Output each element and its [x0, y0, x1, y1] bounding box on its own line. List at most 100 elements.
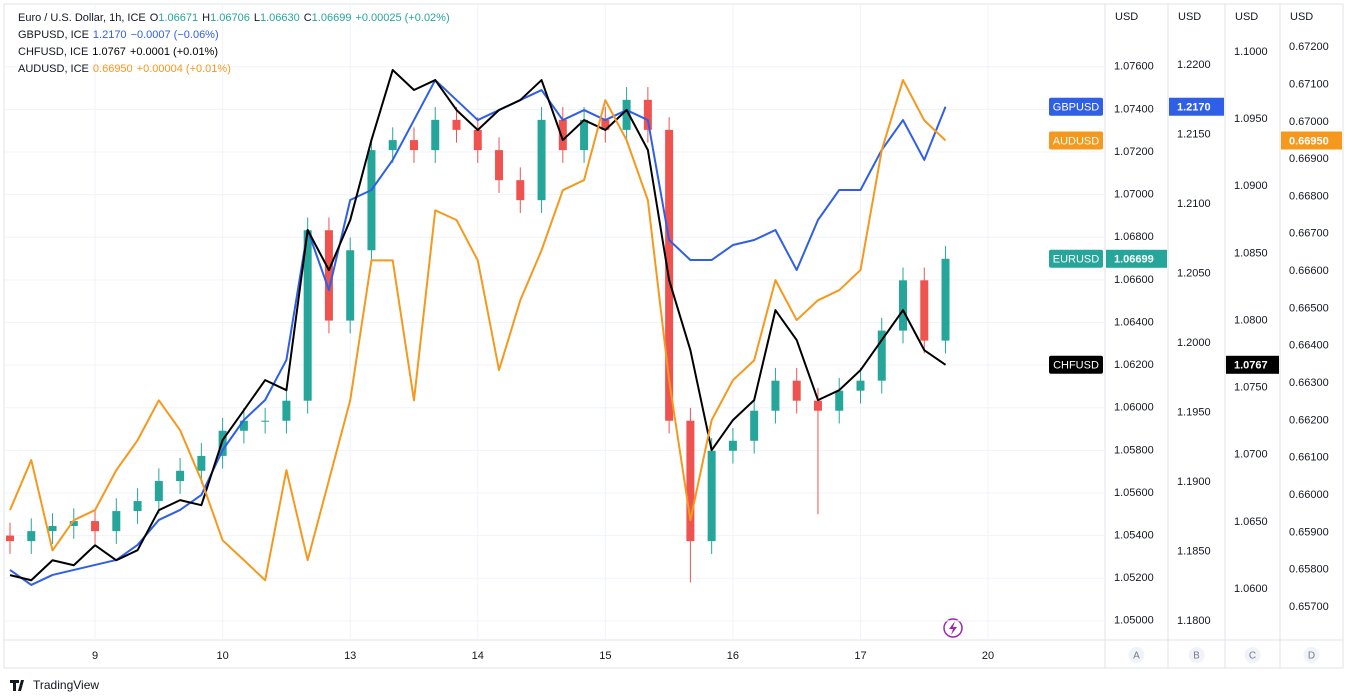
candle-body [197, 455, 206, 471]
price-tag-box [1281, 131, 1342, 150]
candle-body [728, 440, 737, 451]
legend-row: GBPUSD, ICE 1.2170 −0.0007 (−0.06%) [18, 27, 454, 44]
x-tick-label: 13 [344, 650, 356, 662]
candle-body [750, 410, 759, 441]
series-line [9, 79, 947, 586]
candle-body [112, 511, 121, 532]
series-line [9, 68, 947, 582]
price-tag: 0.66950 [1289, 135, 1329, 147]
candle-body [473, 129, 482, 151]
axis-unit: USD [1235, 11, 1258, 23]
legend-row: AUDUSD, ICE 0.66950 +0.00004 (+0.01%) [18, 61, 454, 78]
x-tick-label: 15 [599, 650, 611, 662]
name-tag: CHFUSD [1053, 360, 1099, 372]
y-tick-label: 1.07400 [1114, 103, 1154, 115]
axis-unit: USD [1115, 11, 1138, 23]
axis-letter-badge [1244, 647, 1261, 663]
candle-body [686, 420, 695, 542]
x-tick-label: 14 [472, 650, 484, 662]
replay-icon[interactable] [943, 618, 963, 638]
frame [3, 3, 1344, 669]
candle-body [601, 119, 610, 130]
y-tick-label: 1.2100 [1177, 198, 1211, 210]
candle-body [643, 99, 652, 130]
candle-body [367, 150, 376, 251]
candle-body [920, 280, 929, 341]
series-line [9, 79, 947, 582]
legend: Euro / U.S. Dollar, 1h, ICE O1.06671 H1.06… [18, 10, 454, 78]
y-tick-label: 0.66400 [1289, 340, 1329, 352]
axis-letter-badge [1128, 647, 1145, 663]
candle-body [835, 390, 844, 411]
y-tick-label: 0.65900 [1289, 526, 1329, 538]
name-tag-box [1049, 249, 1103, 268]
price-tag: 1.0767 [1234, 360, 1268, 372]
x-tick-label: 16 [727, 650, 739, 662]
legend-change: +0.00004 (+0.01%) [136, 63, 231, 75]
ohlc-label: C [303, 12, 312, 24]
candle-body [303, 230, 312, 401]
y-tick-label: 1.05000 [1114, 615, 1154, 627]
candle-body [282, 400, 291, 421]
axis-unit: USD [1178, 11, 1201, 23]
y-tick-label: 0.67200 [1289, 41, 1329, 53]
candle-body [388, 140, 397, 151]
y-tick-label: 1.0600 [1234, 583, 1268, 595]
y-tick-label: 0.66100 [1289, 452, 1329, 464]
ohlc-label: L [253, 12, 260, 24]
axis-letter: D [1308, 651, 1315, 662]
y-tick-label: 0.67100 [1289, 78, 1329, 90]
candle-body [6, 535, 14, 542]
y-tick-label: 0.66200 [1289, 414, 1329, 426]
y-tick-label: 1.2000 [1177, 337, 1211, 349]
axis-letter: A [1133, 651, 1140, 662]
candle-body [176, 470, 185, 482]
y-tick-label: 1.0700 [1234, 449, 1268, 461]
brand: TradingView [33, 678, 99, 692]
candle-body [495, 150, 504, 181]
y-tick-label: 1.0850 [1234, 247, 1268, 259]
axis-letter-badge [1188, 647, 1205, 663]
y-tick-label: 1.05400 [1114, 529, 1154, 541]
candle-body [324, 230, 333, 321]
candle-body [346, 250, 355, 321]
candle-body [856, 380, 865, 391]
legend-title: CHFUSD, ICE [18, 46, 89, 58]
candle-body [558, 119, 567, 151]
y-tick-label: 0.66900 [1289, 153, 1329, 165]
y-tick-label: 1.06200 [1114, 359, 1154, 371]
candle-body [792, 380, 801, 401]
name-tag-box [1049, 355, 1103, 374]
price-tag-box [1169, 97, 1224, 116]
candle-body [133, 501, 142, 512]
legend-title: GBPUSD, ICE [18, 29, 89, 41]
candle-body [69, 521, 78, 526]
legend-value: 1.2170 [92, 29, 127, 41]
candle-body [239, 420, 248, 431]
y-tick-label: 1.1000 [1234, 46, 1268, 58]
y-tick-label: 0.66800 [1289, 190, 1329, 202]
y-tick-label: 1.1850 [1177, 545, 1211, 557]
y-tick-label: 1.05800 [1114, 444, 1154, 456]
legend-change: +0.0001 (+0.01%) [129, 46, 219, 58]
candle-body [877, 330, 886, 381]
y-tick-label: 1.06400 [1114, 316, 1154, 328]
name-tag: AUDUSD [1053, 135, 1100, 147]
y-tick-label: 0.65700 [1289, 601, 1329, 613]
y-tick-label: 1.06600 [1114, 274, 1154, 286]
legend-row: Euro / U.S. Dollar, 1h, ICE O1.06671 H1.06… [18, 10, 454, 27]
ohlc-value: 1.06699 [311, 12, 352, 24]
y-tick-label: 1.05200 [1114, 572, 1154, 584]
legend-value: 1.0767 [92, 46, 126, 58]
name-tag: EURUSD [1053, 254, 1100, 266]
y-tick-label: 0.66500 [1289, 302, 1329, 314]
y-tick-label: 1.2150 [1177, 128, 1211, 140]
y-tick-label: 0.67000 [1289, 116, 1329, 128]
y-tick-label: 0.66600 [1289, 265, 1329, 277]
candle-body [452, 119, 461, 130]
y-tick-label: 1.1800 [1177, 615, 1211, 627]
y-tick-label: 1.0950 [1234, 113, 1268, 125]
logo [10, 680, 24, 691]
